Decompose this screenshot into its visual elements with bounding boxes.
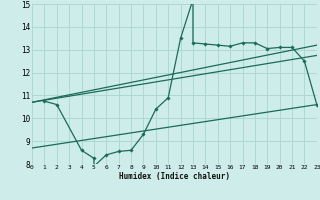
X-axis label: Humidex (Indice chaleur): Humidex (Indice chaleur) (119, 172, 230, 181)
